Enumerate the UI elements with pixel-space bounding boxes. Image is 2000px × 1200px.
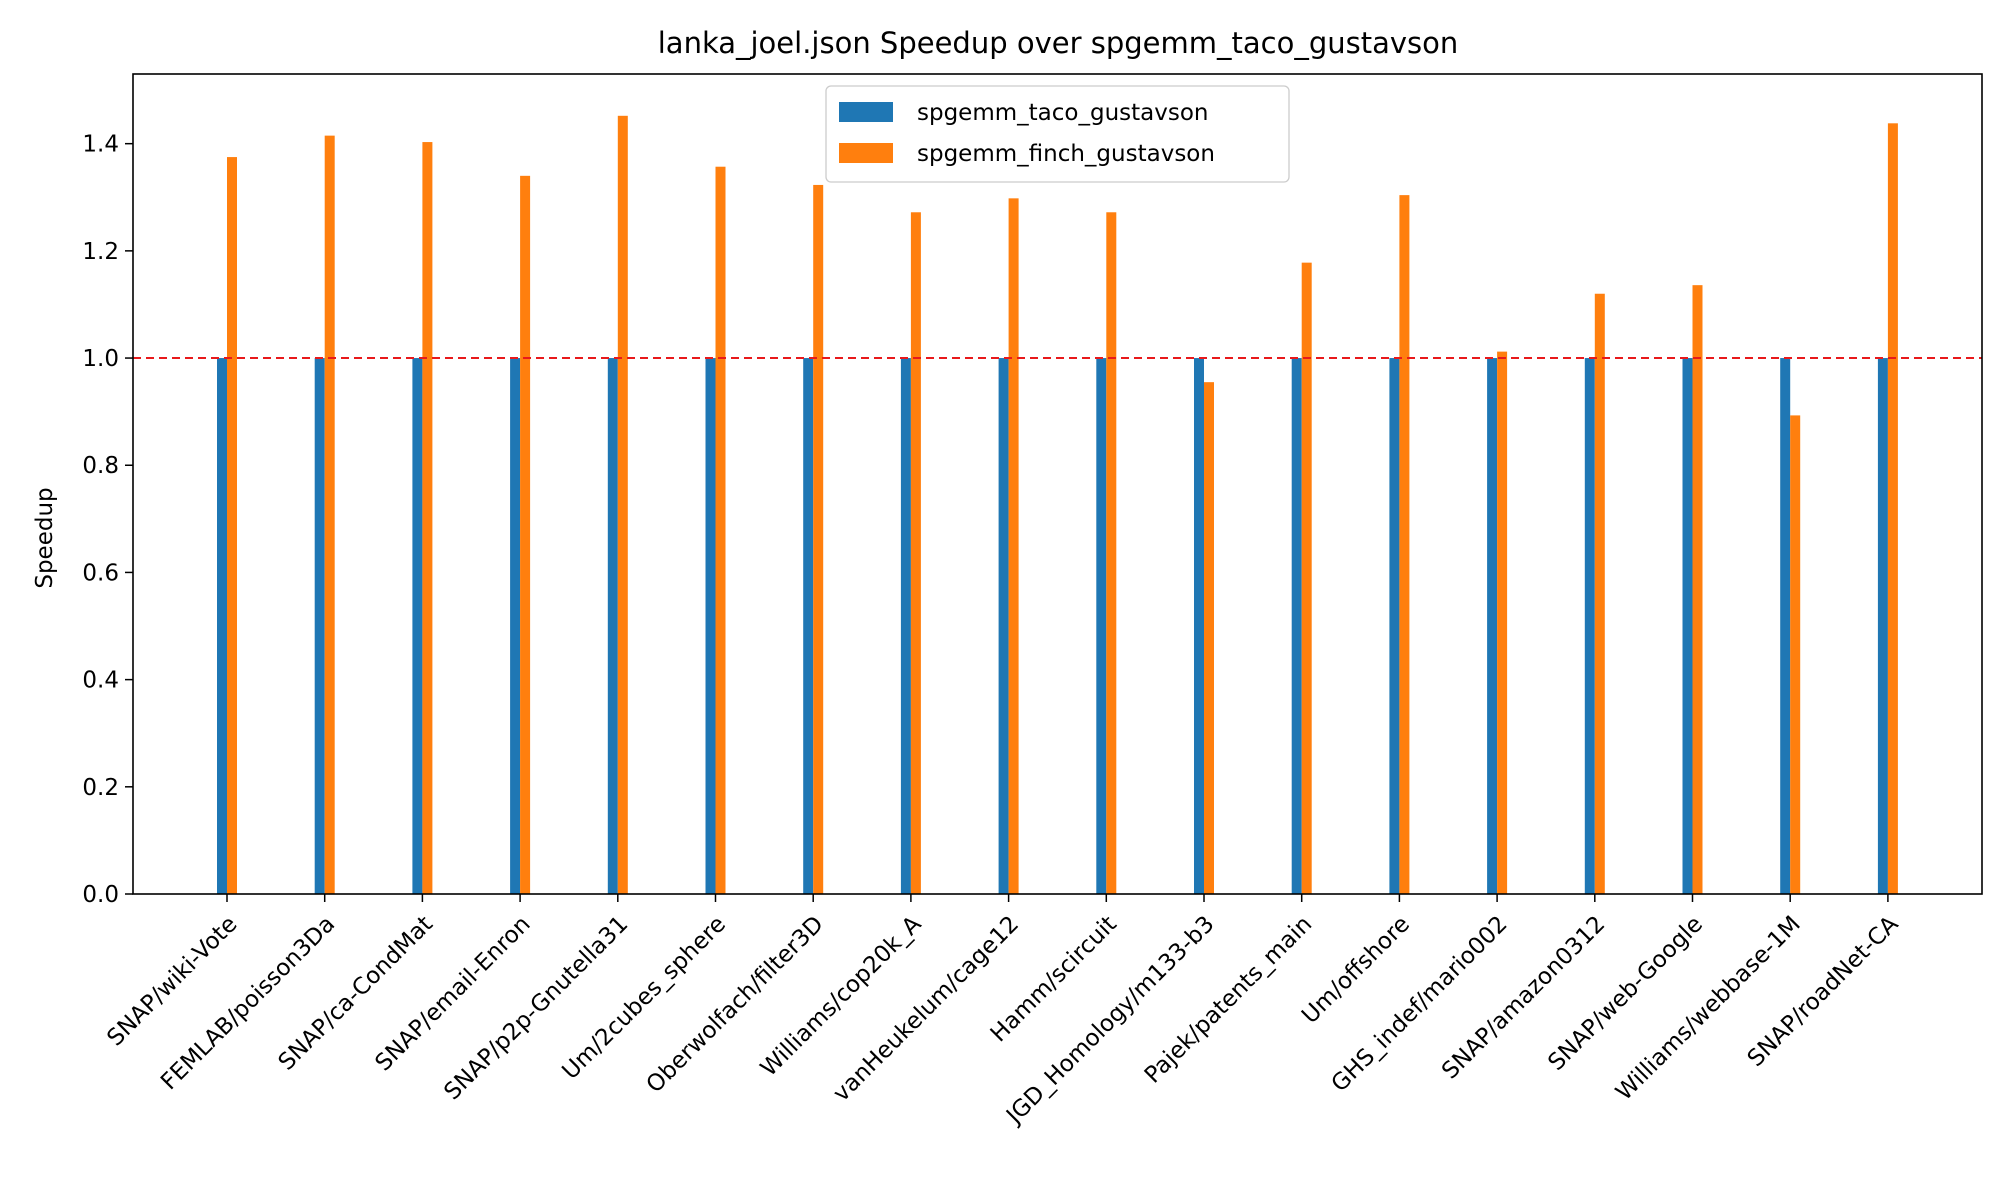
bar-taco-14 [1584,358,1595,895]
bar-taco-1 [314,358,325,895]
y-tick-label: 0.2 [82,775,119,801]
legend-label-finch: spgemm_finch_gustavson [917,141,1215,167]
bar-taco-6 [803,358,814,895]
bar-taco-3 [510,358,521,895]
bar-finch-10 [1204,382,1214,894]
legend-swatch-taco [839,102,893,122]
bar-finch-4 [617,115,628,894]
chart-title: lanka_joel.json Speedup over spgemm_taco… [658,26,1459,60]
y-tick-label: 0.4 [82,668,119,694]
bar-finch-15 [1692,285,1703,894]
bar-taco-5 [705,358,716,895]
y-tick-label: 1.2 [82,239,119,265]
bar-finch-1 [324,135,335,895]
bar-taco-2 [412,358,423,895]
bar-finch-17 [1887,123,1898,894]
bar-finch-6 [813,184,824,895]
bar-taco-9 [1096,358,1107,895]
bar-taco-13 [1487,358,1498,895]
bar-taco-8 [998,358,1009,895]
bar-taco-4 [607,358,618,895]
bar-finch-11 [1301,262,1312,895]
legend-label-taco: spgemm_taco_gustavson [917,100,1209,126]
bar-finch-14 [1594,293,1605,895]
bar-finch-5 [715,166,726,895]
legend-swatch-finch [839,143,893,163]
bar-taco-12 [1389,358,1400,895]
y-tick-label: 0.8 [82,453,119,479]
y-axis: 0.0 0.2 0.4 0.6 0.8 1.0 1.2 1.4 [82,132,133,908]
bar-finch-13 [1497,351,1508,894]
bar-taco-7 [900,358,911,895]
bar-finch-8 [1008,198,1019,895]
y-tick-label: 0.6 [82,560,119,586]
bars [217,115,1898,895]
bar-finch-3 [520,175,531,894]
y-tick-label: 1.0 [82,346,119,372]
bar-taco-15 [1682,358,1693,895]
y-axis-label: Speedup [32,487,58,588]
y-tick-label: 1.4 [82,132,119,158]
legend-box [825,85,1290,183]
bar-taco-11 [1291,358,1302,895]
bar-finch-16 [1790,415,1801,894]
bar-taco-17 [1877,358,1888,895]
bar-taco-10 [1194,358,1204,895]
bar-finch-7 [910,212,921,894]
y-tick-label: 0.0 [82,882,119,908]
legend: spgemm_taco_gustavson spgemm_finch_gusta… [825,85,1290,183]
plot-frame [132,73,1983,895]
bar-finch-9 [1106,212,1117,894]
bar-finch-12 [1399,195,1410,895]
bar-taco-0 [217,358,227,895]
bar-finch-0 [227,157,237,894]
bar-taco-16 [1780,358,1791,895]
bar-finch-2 [422,142,433,894]
